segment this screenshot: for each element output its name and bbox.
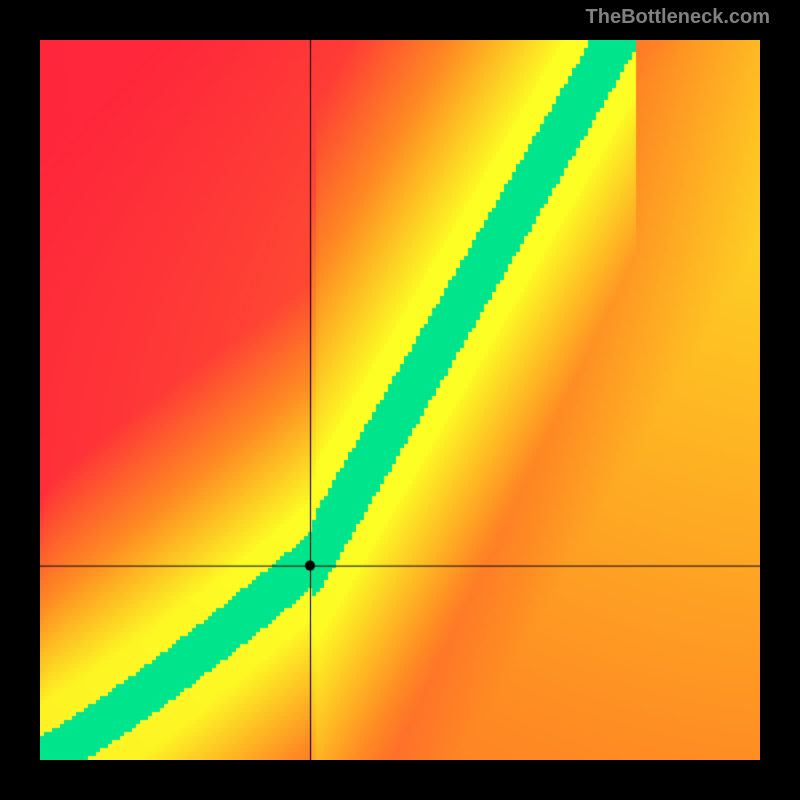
chart-container: TheBottleneck.com xyxy=(0,0,800,800)
bottleneck-heatmap xyxy=(40,40,760,760)
watermark: TheBottleneck.com xyxy=(586,6,770,29)
